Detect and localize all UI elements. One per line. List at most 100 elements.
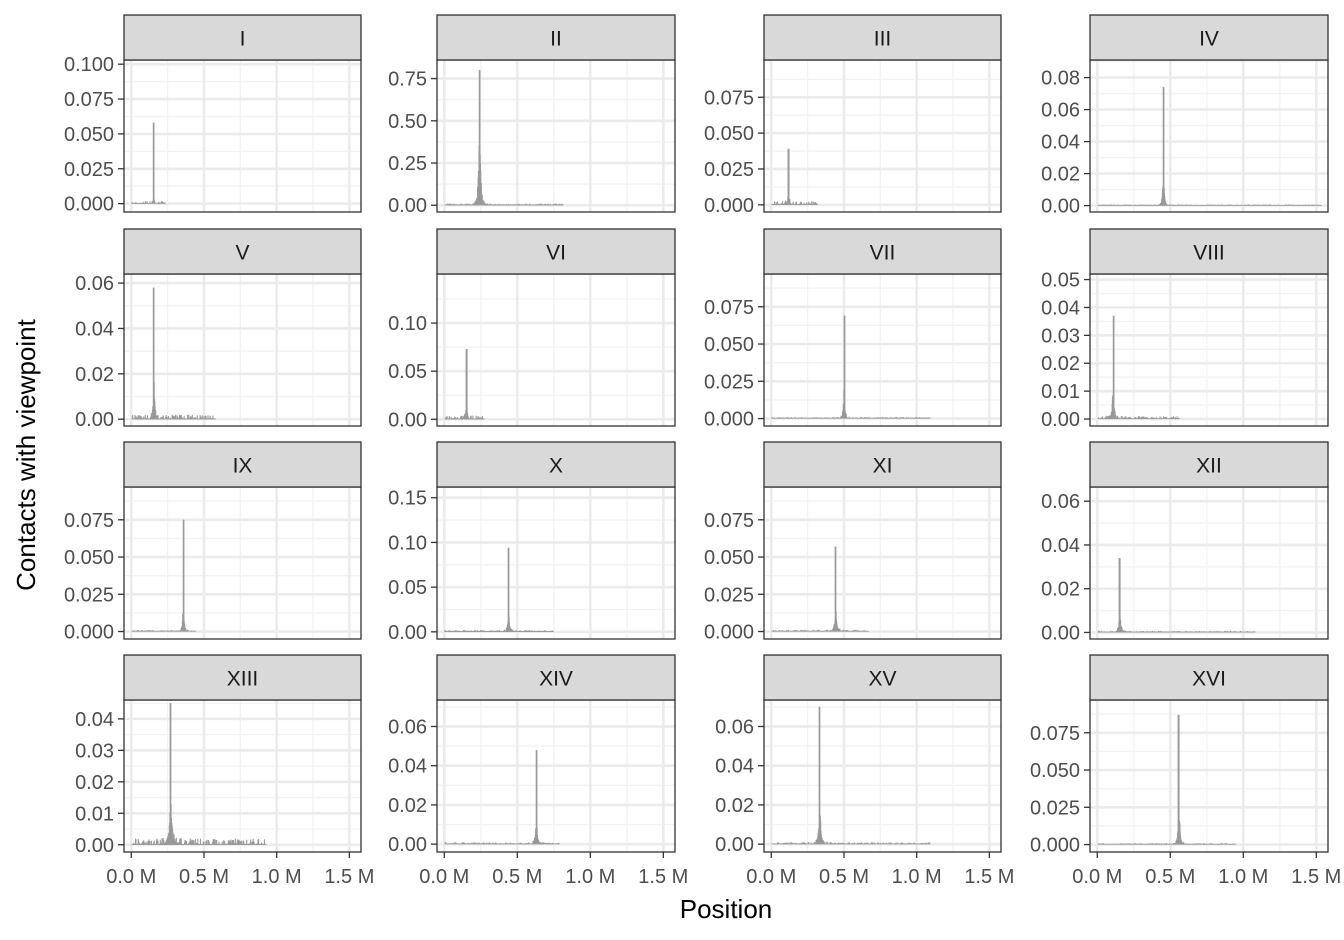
contact-bar [183, 842, 186, 845]
contact-bar [1185, 630, 1187, 633]
contact-bar [481, 416, 483, 420]
contact-bar [188, 414, 190, 420]
contact-bar [191, 839, 193, 845]
contact-bar [454, 630, 456, 632]
y-tick-label: 0.00 [388, 409, 427, 431]
contact-bar [160, 417, 163, 420]
contact-bar [162, 201, 164, 204]
contact-bar [784, 202, 786, 205]
contact-bar [562, 204, 564, 206]
y-tick-label: 0.05 [388, 361, 427, 383]
contact-bar [867, 630, 869, 632]
contact-bar [189, 841, 191, 845]
contact-bar [477, 416, 479, 420]
contact-bar [1165, 416, 1168, 420]
facet-strip-label: IV [1199, 28, 1219, 51]
contact-bar [487, 203, 489, 206]
contact-bar [1108, 416, 1110, 420]
contact-bar [155, 409, 157, 420]
contact-bar [1135, 416, 1137, 420]
contact-bar [175, 837, 177, 845]
contact-bar [144, 414, 146, 420]
contact-bar [149, 840, 151, 845]
contact-bar [137, 415, 139, 420]
panel-background [124, 274, 361, 426]
y-tick-label: 0.025 [64, 159, 114, 181]
contact-bar [803, 202, 805, 205]
contact-bar [503, 629, 505, 632]
panel-background [437, 487, 675, 639]
contact-bar [150, 840, 152, 845]
contact-bar [174, 415, 176, 420]
contact-bar [1229, 630, 1231, 633]
y-tick-label: 0.075 [64, 89, 114, 111]
contact-bar [234, 843, 236, 845]
contact-bar [496, 630, 498, 632]
contact-bar [1122, 630, 1125, 633]
contact-bar [1118, 417, 1121, 420]
contact-bar [1254, 631, 1256, 633]
contact-bar [180, 414, 182, 420]
contact-bar [889, 417, 892, 419]
contact-bar [793, 630, 795, 632]
contact-bar [171, 415, 174, 420]
contact-bar [857, 629, 859, 632]
contact-bar [199, 415, 201, 420]
contact-bar [1105, 416, 1107, 420]
contact-bar [549, 203, 551, 206]
contact-bar [539, 630, 541, 632]
contact-bar [844, 630, 846, 632]
contact-bar [773, 201, 775, 205]
contact-bar [193, 841, 195, 845]
contact-bar [1139, 417, 1141, 420]
contact-bar [1144, 417, 1146, 420]
y-tick-label: 0.50 [388, 111, 427, 133]
contact-bar [234, 838, 236, 845]
contact-bar [223, 840, 225, 845]
contact-bar [1174, 416, 1176, 420]
contact-bar [450, 203, 452, 206]
contact-bar [1153, 417, 1155, 420]
facet-strip [1089, 441, 1329, 488]
contact-bar [170, 703, 172, 845]
y-tick-label: 0.000 [704, 622, 754, 644]
contact-bar [900, 417, 903, 419]
panel-background [124, 487, 361, 639]
contact-bar [1177, 417, 1179, 420]
contact-bar [497, 203, 499, 206]
contact-bar [479, 630, 482, 632]
contact-bar [146, 630, 148, 632]
contact-bar [784, 200, 787, 205]
contact-bar [132, 415, 134, 420]
contact-bar [1129, 416, 1131, 420]
contact-bar [502, 203, 504, 206]
panel-background [124, 60, 361, 212]
contact-bar [133, 842, 135, 845]
contact-bar [859, 417, 862, 419]
contact-bar [201, 415, 203, 420]
contact-bar [1117, 416, 1119, 420]
contact-bar [212, 841, 214, 845]
y-tick-label: 0.02 [75, 364, 114, 386]
contact-bar [526, 203, 528, 206]
contact-bar [787, 629, 789, 632]
contact-bar [207, 415, 209, 420]
contact-bar [250, 839, 252, 845]
contact-bar [1173, 630, 1175, 633]
contact-bar [554, 203, 556, 206]
y-tick-label: 0.075 [704, 297, 754, 319]
contact-bar [149, 201, 151, 204]
facet-strip-label: X [549, 455, 563, 478]
contact-bar [152, 630, 154, 632]
contact-bar [472, 415, 474, 420]
contact-bar [229, 840, 231, 845]
contact-bar [141, 843, 143, 845]
contact-bar [1119, 558, 1121, 633]
facet-strip [763, 14, 1002, 61]
contact-bar [185, 840, 188, 845]
contact-bar [815, 201, 817, 205]
y-tick-label: 0.25 [388, 153, 427, 175]
y-tick-label: 0.04 [1041, 132, 1080, 154]
contact-bar [238, 839, 240, 845]
